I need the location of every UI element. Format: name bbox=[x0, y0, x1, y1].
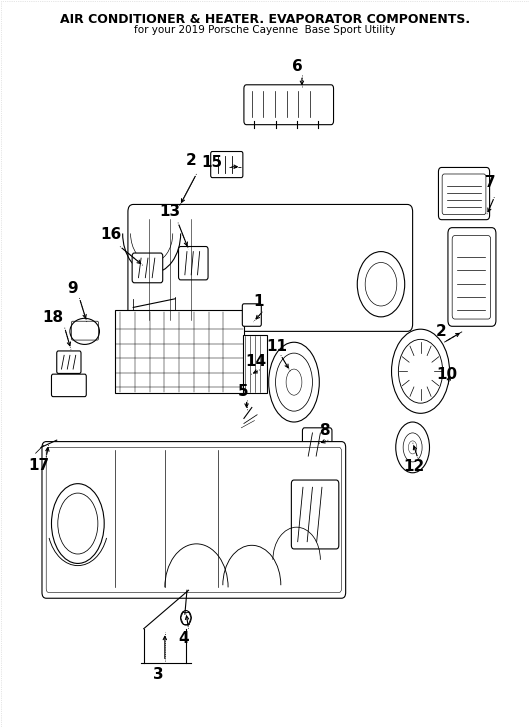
FancyBboxPatch shape bbox=[51, 374, 86, 397]
FancyBboxPatch shape bbox=[242, 304, 261, 326]
Ellipse shape bbox=[403, 433, 422, 462]
Bar bbox=[243, 335, 267, 393]
Ellipse shape bbox=[51, 483, 104, 563]
Text: 7: 7 bbox=[485, 175, 496, 190]
Ellipse shape bbox=[58, 493, 98, 554]
FancyBboxPatch shape bbox=[132, 253, 163, 282]
Text: 4: 4 bbox=[178, 630, 189, 646]
Bar bbox=[114, 309, 244, 393]
Text: 5: 5 bbox=[237, 384, 248, 399]
Ellipse shape bbox=[269, 342, 319, 422]
Text: 2: 2 bbox=[186, 154, 197, 168]
FancyBboxPatch shape bbox=[42, 442, 346, 598]
Text: AIR CONDITIONER & HEATER. EVAPORATOR COMPONENTS.: AIR CONDITIONER & HEATER. EVAPORATOR COM… bbox=[60, 13, 470, 26]
Text: 6: 6 bbox=[293, 59, 303, 74]
Ellipse shape bbox=[399, 339, 443, 403]
Text: 18: 18 bbox=[42, 310, 64, 325]
Text: 10: 10 bbox=[436, 368, 457, 382]
Text: 1: 1 bbox=[253, 294, 264, 309]
FancyBboxPatch shape bbox=[2, 1, 528, 38]
Text: 17: 17 bbox=[29, 458, 50, 473]
Ellipse shape bbox=[396, 422, 429, 472]
Text: 15: 15 bbox=[202, 155, 223, 170]
Text: 2: 2 bbox=[436, 324, 447, 339]
FancyBboxPatch shape bbox=[303, 428, 332, 461]
Text: 9: 9 bbox=[67, 281, 78, 296]
FancyBboxPatch shape bbox=[448, 228, 496, 326]
Text: 11: 11 bbox=[266, 339, 287, 354]
Ellipse shape bbox=[286, 369, 302, 395]
Ellipse shape bbox=[409, 441, 417, 454]
FancyBboxPatch shape bbox=[128, 205, 413, 331]
Circle shape bbox=[181, 611, 191, 625]
Text: 16: 16 bbox=[100, 227, 122, 242]
Text: 12: 12 bbox=[403, 459, 425, 475]
Ellipse shape bbox=[276, 353, 313, 411]
FancyBboxPatch shape bbox=[179, 247, 208, 280]
Text: 14: 14 bbox=[245, 354, 266, 368]
Ellipse shape bbox=[70, 318, 100, 344]
FancyBboxPatch shape bbox=[442, 174, 486, 215]
Text: 8: 8 bbox=[319, 423, 329, 438]
Text: for your 2019 Porsche Cayenne  Base Sport Utility: for your 2019 Porsche Cayenne Base Sport… bbox=[134, 25, 396, 36]
FancyBboxPatch shape bbox=[57, 351, 81, 373]
FancyBboxPatch shape bbox=[244, 84, 333, 124]
FancyBboxPatch shape bbox=[452, 236, 491, 319]
FancyBboxPatch shape bbox=[292, 480, 339, 549]
Text: 13: 13 bbox=[160, 204, 181, 219]
Ellipse shape bbox=[392, 329, 449, 414]
FancyBboxPatch shape bbox=[211, 151, 243, 178]
FancyBboxPatch shape bbox=[438, 167, 490, 220]
Text: 3: 3 bbox=[153, 667, 164, 682]
